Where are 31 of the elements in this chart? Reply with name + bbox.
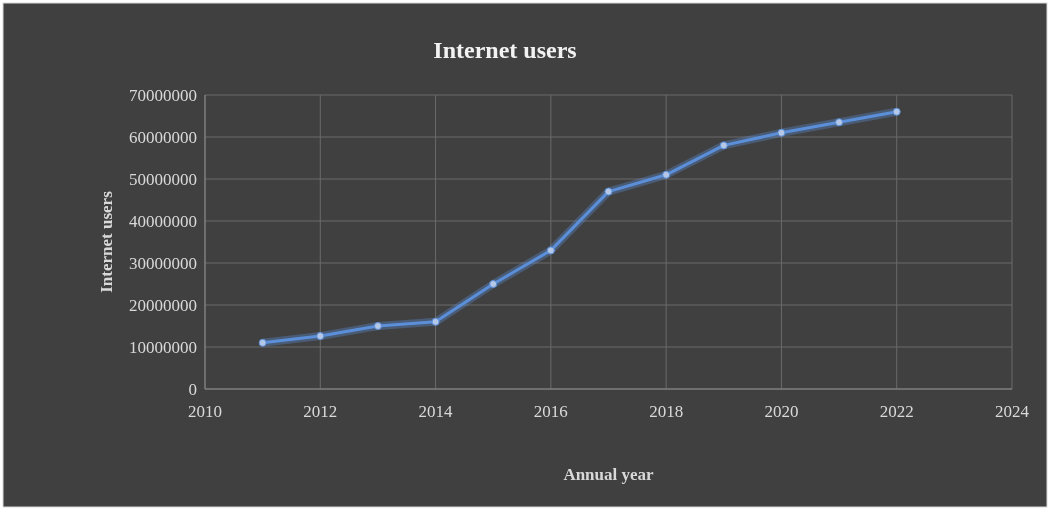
y-tick-label: 30000000 xyxy=(129,253,197,273)
y-tick-label: 10000000 xyxy=(129,337,197,357)
x-tick-label: 2012 xyxy=(303,402,338,421)
y-tick-label: 70000000 xyxy=(129,85,197,105)
x-tick-label: 2018 xyxy=(649,402,684,421)
y-tick-label: 0 xyxy=(188,379,197,399)
x-tick-label: 2010 xyxy=(188,402,222,421)
point xyxy=(662,170,671,179)
y-tick-label: 60000000 xyxy=(129,127,197,147)
point xyxy=(777,128,786,137)
point xyxy=(546,246,555,255)
x-tick-label: 2024 xyxy=(995,402,1030,421)
x-tick-label: 2022 xyxy=(879,402,914,421)
point xyxy=(373,322,382,330)
chart-title: Internet users xyxy=(433,37,577,63)
y-tick-label: 50000000 xyxy=(129,169,197,189)
x-tick-label: 2014 xyxy=(418,402,454,421)
y-axis-title: Internet users xyxy=(97,190,116,293)
point xyxy=(316,332,325,341)
x-axis-title: Annual year xyxy=(563,465,655,484)
x-tick-label: 2020 xyxy=(764,402,799,421)
point xyxy=(258,338,267,347)
point xyxy=(892,107,901,116)
y-tick-label: 40000000 xyxy=(129,211,197,231)
x-tick-label: 2016 xyxy=(533,402,568,421)
point xyxy=(604,187,613,196)
point xyxy=(835,118,844,127)
y-tick-label: 20000000 xyxy=(129,295,197,315)
point xyxy=(489,280,498,288)
point xyxy=(719,141,728,150)
point xyxy=(431,317,440,326)
